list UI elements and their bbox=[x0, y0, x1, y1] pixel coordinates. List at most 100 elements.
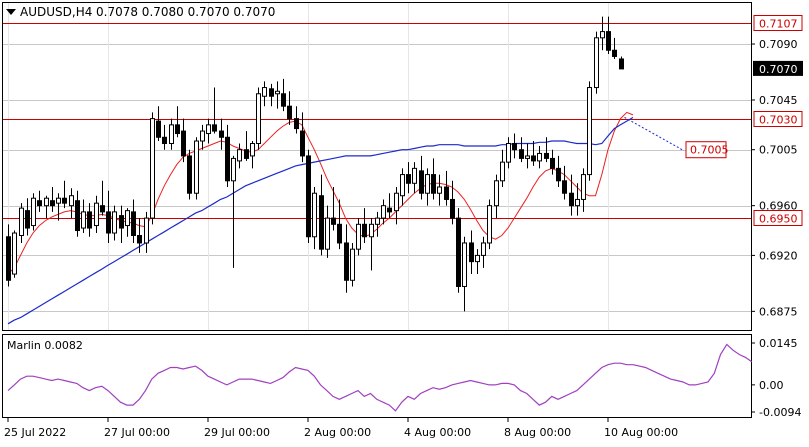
current-price-box bbox=[753, 60, 803, 76]
candle-body bbox=[125, 210, 130, 227]
candle bbox=[119, 205, 124, 243]
candle-body bbox=[450, 198, 455, 219]
candle bbox=[194, 137, 199, 200]
candle bbox=[219, 118, 224, 150]
time-tick-label: 27 Jul 00:00 bbox=[104, 426, 170, 439]
candle bbox=[6, 224, 11, 287]
candle-body bbox=[206, 124, 211, 135]
candle bbox=[412, 162, 417, 194]
indicator-tick-label: -0.0094 bbox=[759, 406, 801, 419]
candle-body bbox=[250, 142, 255, 157]
candle bbox=[606, 16, 611, 54]
candle-body bbox=[244, 149, 249, 159]
candle-body bbox=[275, 90, 280, 95]
marlin-line bbox=[7, 343, 753, 412]
ohlc-readout: 0.7078 0.7080 0.7070 0.7070 bbox=[96, 5, 275, 19]
candle-body bbox=[400, 174, 405, 197]
target-projection: 0.7005 bbox=[624, 116, 729, 159]
candle-body bbox=[56, 197, 61, 204]
candle-body bbox=[181, 130, 186, 157]
candle bbox=[181, 118, 186, 163]
candle bbox=[444, 170, 449, 206]
price-tick-label: 0.6960 bbox=[759, 200, 798, 213]
candle-body bbox=[81, 211, 86, 229]
candle-body bbox=[612, 49, 617, 57]
candle-body bbox=[356, 223, 361, 250]
candle bbox=[137, 218, 142, 253]
candle bbox=[419, 155, 424, 200]
candle-body bbox=[562, 180, 567, 194]
candle-body bbox=[506, 142, 511, 163]
level-label: 0.6950 bbox=[759, 213, 798, 226]
candle-body bbox=[31, 197, 36, 227]
candle bbox=[94, 195, 99, 234]
price-tick-label: 0.6920 bbox=[759, 249, 798, 262]
candle bbox=[394, 187, 399, 225]
candle-body bbox=[150, 118, 155, 219]
candle bbox=[362, 208, 367, 243]
candle bbox=[562, 165, 567, 200]
candle bbox=[494, 174, 499, 219]
candle-body bbox=[69, 195, 74, 207]
candle bbox=[131, 199, 136, 243]
candle-body bbox=[175, 124, 180, 135]
target-dotted-line bbox=[624, 116, 685, 152]
candle-body bbox=[369, 223, 374, 238]
candle-body bbox=[500, 161, 505, 182]
time-tick-label: 29 Jul 00:00 bbox=[204, 426, 270, 439]
candle bbox=[25, 198, 30, 236]
candle-body bbox=[219, 130, 224, 138]
candle-body bbox=[419, 170, 424, 194]
candle-body bbox=[262, 87, 267, 97]
candle-body bbox=[512, 142, 517, 151]
candle-body bbox=[106, 211, 111, 234]
candle bbox=[600, 16, 605, 51]
candle bbox=[456, 208, 461, 293]
level-label: 0.7030 bbox=[759, 114, 798, 127]
candle bbox=[169, 118, 174, 150]
candle-body bbox=[312, 192, 317, 238]
candle bbox=[406, 162, 411, 194]
candle-body bbox=[19, 207, 24, 237]
candle-body bbox=[544, 152, 549, 159]
candle bbox=[250, 141, 255, 169]
candle bbox=[475, 249, 480, 275]
candle bbox=[356, 218, 361, 256]
candle-body bbox=[469, 242, 474, 263]
candle bbox=[306, 149, 311, 243]
triangle-down-icon[interactable] bbox=[6, 9, 16, 15]
time-tick-label: 8 Aug 00:00 bbox=[504, 426, 571, 439]
candle-body bbox=[362, 223, 367, 238]
candle bbox=[256, 87, 261, 150]
candle-body bbox=[194, 140, 199, 194]
candle-body bbox=[569, 192, 574, 207]
candle bbox=[556, 155, 561, 188]
candle-body bbox=[306, 155, 311, 238]
candle bbox=[469, 230, 474, 275]
candle-body bbox=[269, 88, 274, 97]
candle bbox=[587, 81, 592, 181]
candle bbox=[62, 180, 67, 209]
price-tick-label: 0.7005 bbox=[759, 144, 798, 157]
candle-body bbox=[475, 254, 480, 263]
candle-body bbox=[556, 167, 561, 182]
candle bbox=[594, 31, 599, 94]
candle-body bbox=[462, 242, 467, 287]
candle bbox=[162, 124, 167, 150]
candle-body bbox=[325, 217, 330, 250]
candle bbox=[106, 190, 111, 243]
candle bbox=[487, 199, 492, 250]
marlin-indicator: 0.0145 0.00 -0.0094 bbox=[7, 337, 801, 419]
candle-body bbox=[156, 120, 161, 138]
candle-body bbox=[225, 136, 230, 182]
candle-body bbox=[300, 130, 305, 157]
candle bbox=[506, 137, 511, 169]
level-label: 0.7107 bbox=[759, 18, 798, 31]
candle bbox=[56, 193, 61, 221]
candle bbox=[300, 112, 305, 163]
candle-body bbox=[237, 149, 242, 162]
candle-body bbox=[381, 205, 386, 219]
candle-body bbox=[350, 248, 355, 281]
